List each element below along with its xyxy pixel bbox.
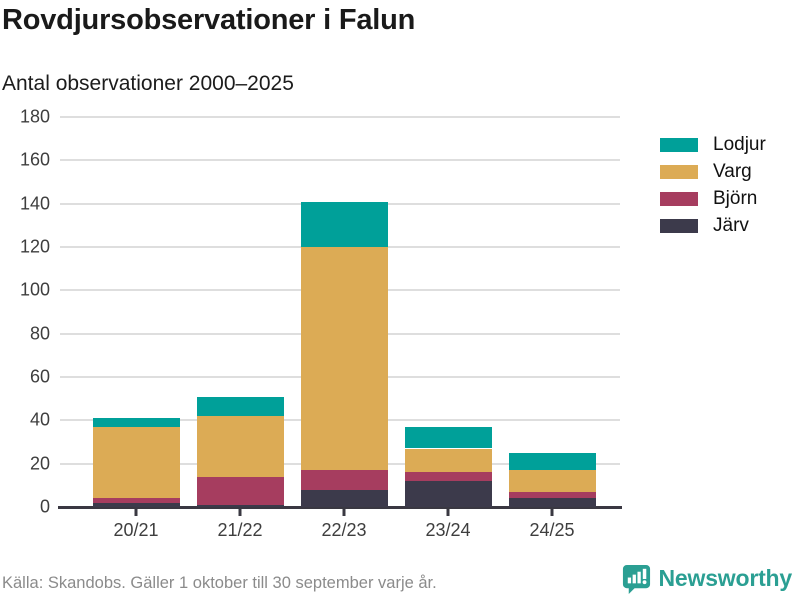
x-axis-tick	[342, 509, 346, 516]
legend-swatch-varg	[660, 165, 698, 179]
bar-segment-lodjur-21/22	[196, 396, 284, 416]
bar-segment-björn-23/24	[404, 472, 492, 481]
legend-item-varg: Varg	[660, 161, 766, 182]
y-axis-tick-label: 0	[39, 496, 50, 517]
legend-item-björn: Björn	[660, 188, 766, 209]
bar-segment-varg-21/22	[196, 416, 284, 477]
bar-segment-järv-24/25	[508, 498, 596, 507]
y-axis-tick-label: 180	[19, 106, 50, 127]
x-axis-tick	[134, 509, 138, 516]
chart-title: Rovdjursobservationer i Falun	[2, 4, 416, 36]
bar-segment-björn-24/25	[508, 491, 596, 499]
x-axis-tick-label: 22/23	[321, 520, 367, 540]
bar-segment-björn-21/22	[196, 476, 284, 505]
bar-segment-lodjur-24/25	[508, 452, 596, 471]
y-axis-tick-label: 120	[19, 236, 50, 257]
y-axis-tick-label: 160	[19, 149, 50, 170]
y-axis-tick-label: 100	[19, 279, 50, 300]
x-axis-tick	[446, 509, 450, 516]
bar-segment-varg-24/25	[508, 470, 596, 492]
gridline-160	[60, 159, 620, 162]
legend-swatch-lodjur	[660, 138, 698, 152]
x-axis-tick	[550, 509, 554, 516]
bar-segment-varg-23/24	[404, 448, 492, 473]
bar-segment-järv-21/22	[196, 504, 284, 507]
legend-item-järv: Järv	[660, 215, 766, 236]
bar-segment-järv-22/23	[300, 489, 388, 507]
bar-segment-lodjur-23/24	[404, 426, 492, 449]
legend-label: Björn	[713, 188, 758, 209]
legend-swatch-björn	[660, 192, 698, 206]
gridline-180	[60, 116, 620, 118]
bar-segment-björn-22/23	[300, 470, 388, 490]
x-axis-tick-label: 24/25	[529, 520, 575, 540]
legend: Lodjur Varg Björn Järv	[660, 134, 766, 246]
x-axis-tick	[238, 509, 242, 516]
x-axis-line	[58, 506, 622, 509]
y-axis-tick-label: 140	[19, 193, 50, 214]
x-axis-tick-label: 23/24	[425, 520, 471, 540]
newsworthy-logo: Newsworthy	[621, 563, 792, 594]
bar-segment-lodjur-22/23	[300, 201, 388, 247]
legend-label: Lodjur	[713, 134, 766, 155]
bar-segment-varg-22/23	[300, 247, 388, 471]
bar-segment-björn-20/21	[92, 498, 180, 503]
chart-subtitle: Antal observationer 2000–2025	[2, 72, 294, 95]
legend-swatch-järv	[660, 219, 698, 233]
legend-label: Järv	[713, 215, 749, 236]
legend-item-lodjur: Lodjur	[660, 134, 766, 155]
newsworthy-bubble-chart-icon	[621, 563, 652, 594]
y-axis-tick-label: 40	[29, 409, 50, 430]
newsworthy-wordmark: Newsworthy	[658, 565, 793, 591]
legend-label: Varg	[713, 161, 752, 182]
bar-segment-järv-20/21	[92, 502, 180, 507]
y-axis-tick-label: 20	[29, 453, 50, 474]
y-axis-tick-label: 80	[29, 323, 50, 344]
bar-segment-järv-23/24	[404, 481, 492, 507]
x-axis-tick-label: 21/22	[217, 520, 263, 540]
bar-segment-varg-20/21	[92, 426, 180, 499]
x-axis-tick-label: 20/21	[113, 520, 159, 540]
bar-segment-lodjur-20/21	[92, 418, 180, 427]
source-note: Källa: Skandobs. Gäller 1 oktober till 3…	[2, 574, 437, 592]
y-axis-tick-label: 60	[29, 366, 50, 387]
